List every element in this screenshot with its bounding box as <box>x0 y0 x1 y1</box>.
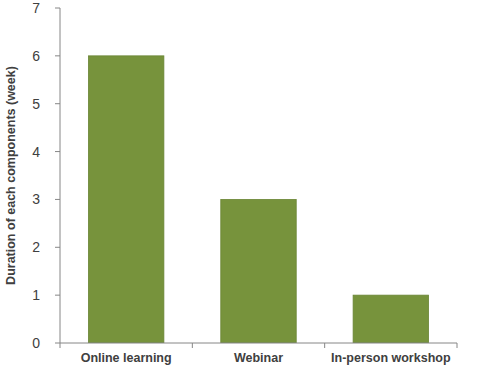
x-tick-label: Online learning <box>81 351 172 365</box>
x-tick-label: Webinar <box>234 351 283 365</box>
y-tick-label: 1 <box>32 287 40 303</box>
bar <box>353 295 428 343</box>
y-tick-label: 7 <box>32 0 40 16</box>
y-tick-label: 2 <box>32 239 40 255</box>
y-tick <box>55 151 60 152</box>
x-tick <box>60 343 61 348</box>
x-tick-label: In-person workshop <box>331 351 451 365</box>
y-tick-label: 4 <box>32 144 40 160</box>
y-tick <box>55 8 60 9</box>
x-tick <box>192 343 193 348</box>
x-tick <box>457 343 458 348</box>
y-tick-label: 0 <box>32 335 40 351</box>
y-tick-label: 3 <box>32 191 40 207</box>
x-tick <box>324 343 325 348</box>
y-axis-label: Duration of each components (week) <box>4 66 18 285</box>
bars <box>88 56 428 343</box>
y-tick <box>55 55 60 56</box>
y-tick <box>55 295 60 296</box>
y-tick <box>55 247 60 248</box>
y-axis-line <box>60 8 61 343</box>
x-axis-line <box>60 343 457 344</box>
y-tick <box>55 199 60 200</box>
bar <box>221 199 296 343</box>
y-tick-label: 5 <box>32 96 40 112</box>
chart-container: 0 1 2 3 4 5 6 7 Online learning Webinar In-person … <box>0 0 500 377</box>
bar <box>88 56 163 343</box>
chart-svg: 0 1 2 3 4 5 6 7 Online learning Webinar In-person … <box>0 0 500 377</box>
y-tick <box>55 103 60 104</box>
y-tick-label: 6 <box>32 48 40 64</box>
y-tick <box>55 343 60 344</box>
